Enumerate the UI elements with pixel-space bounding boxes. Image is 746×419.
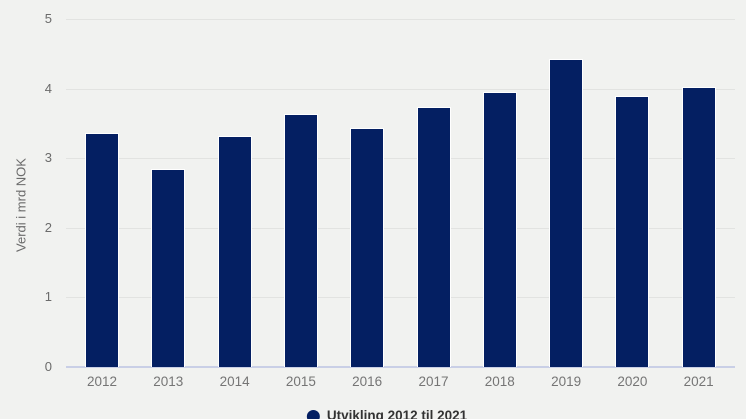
y-tick-label-0: 0 <box>44 359 52 374</box>
bar-2014[interactable] <box>217 135 252 367</box>
bar-2013[interactable] <box>151 169 186 367</box>
gridline-y-1 <box>66 297 735 299</box>
gridline-y-5 <box>66 19 735 20</box>
x-tick-label-2014: 2014 <box>219 374 250 389</box>
y-tick-label-2: 2 <box>44 219 52 235</box>
y-tick-label-3: 3 <box>44 150 52 166</box>
gridline-y-4 <box>66 88 735 90</box>
x-tick-label-2017: 2017 <box>418 374 449 389</box>
y-tick-label-5: 5 <box>44 11 52 26</box>
x-axis-line <box>66 366 735 368</box>
x-tick-label-2016: 2016 <box>352 374 383 389</box>
y-tick-label-1: 1 <box>44 289 52 305</box>
x-tick-label-2018: 2018 <box>484 374 515 389</box>
x-tick-label-2019: 2019 <box>551 374 582 389</box>
bar-2015[interactable] <box>283 113 318 367</box>
bar-2019[interactable] <box>549 58 584 367</box>
x-tick-label-2021: 2021 <box>683 374 714 389</box>
legend-series-label: Utvikling 2012 til 2021 <box>326 408 468 419</box>
x-tick-label-2013: 2013 <box>153 374 184 389</box>
x-tick-label-2012: 2012 <box>86 374 118 389</box>
bar-2018[interactable] <box>482 92 517 367</box>
gridline-y-2 <box>66 227 735 229</box>
bar-2020[interactable] <box>615 95 650 367</box>
bar-2012[interactable] <box>85 133 119 367</box>
y-tick-label-4: 4 <box>44 80 52 96</box>
bar-2017[interactable] <box>416 106 451 367</box>
bar-2016[interactable] <box>350 128 385 367</box>
x-tick-label-2020: 2020 <box>617 374 648 389</box>
bar-2021[interactable] <box>681 86 716 367</box>
gridline-y-3 <box>66 158 735 160</box>
legend-series-marker-icon <box>306 409 320 419</box>
legend-item[interactable]: Utvikling 2012 til 2021 <box>306 406 468 419</box>
x-tick-label-2015: 2015 <box>285 374 316 389</box>
y-axis-title: Verdi i mrd NOK <box>13 158 29 252</box>
